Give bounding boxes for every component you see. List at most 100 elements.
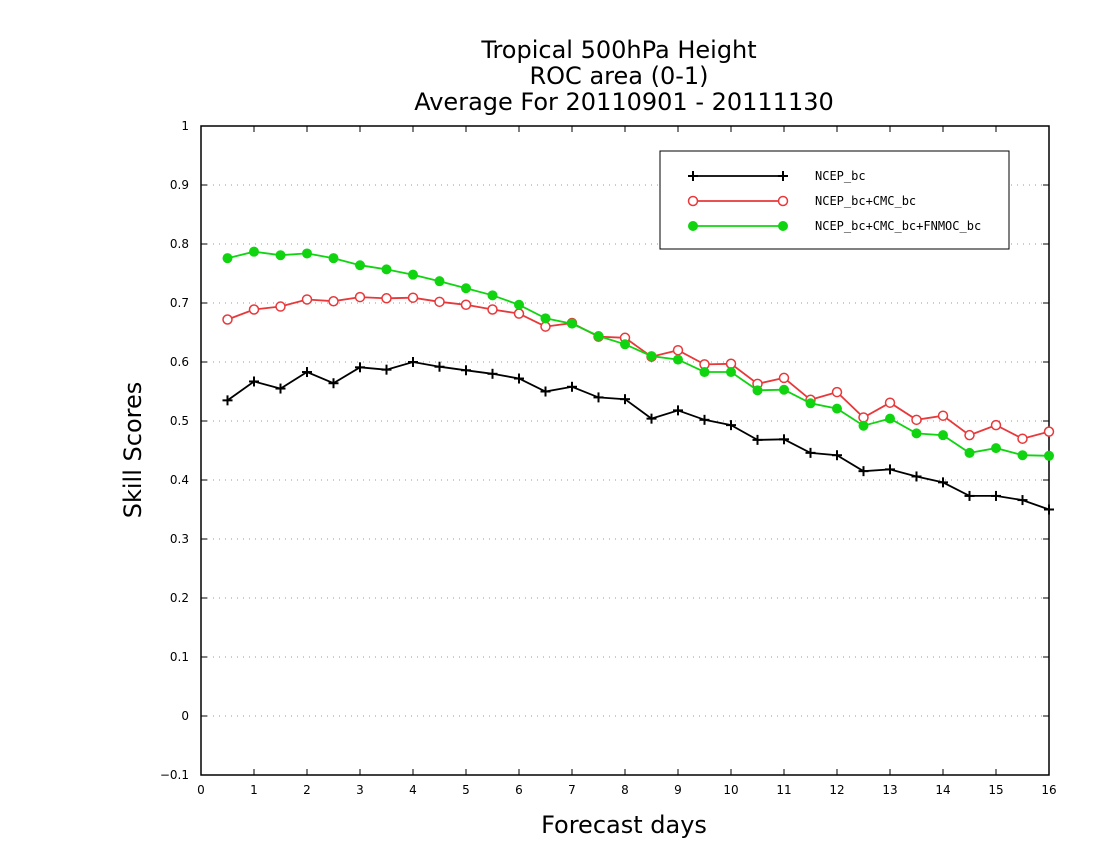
y-tick-label: 1: [181, 119, 189, 133]
data-point: [328, 378, 339, 389]
x-tick-label: 4: [409, 783, 417, 797]
data-point: [567, 318, 577, 329]
data-point: [832, 403, 842, 414]
data-point: [805, 398, 816, 409]
x-tick-label: 9: [674, 783, 682, 797]
data-point: [249, 246, 259, 257]
data-point: [964, 447, 975, 458]
data-point: [1017, 495, 1028, 506]
data-point: [222, 395, 233, 406]
data-point: [911, 471, 922, 482]
y-tick-label: 0.4: [170, 473, 189, 487]
legend-marker: [688, 171, 698, 181]
data-point: [355, 260, 365, 271]
data-point: [673, 354, 683, 365]
y-tick-label: −0.1: [160, 768, 189, 782]
series-3: [222, 246, 1054, 461]
data-point: [831, 386, 843, 398]
x-tick-label: 12: [829, 783, 844, 797]
legend-marker: [688, 221, 698, 231]
data-point: [222, 314, 233, 325]
x-tick-label: 7: [568, 783, 576, 797]
x-tick-label: 3: [356, 783, 364, 797]
x-tick-label: 16: [1041, 783, 1056, 797]
legend-marker: [778, 221, 788, 231]
y-tick-label: 0.6: [170, 355, 189, 369]
data-point: [408, 269, 418, 280]
data-point: [301, 294, 313, 305]
data-point: [858, 420, 869, 431]
series-2: [222, 291, 1055, 444]
series-line: [227, 296, 1050, 440]
data-point: [328, 253, 339, 264]
data-point: [514, 373, 524, 384]
data-point: [620, 394, 630, 405]
data-point: [779, 384, 789, 395]
data-point: [354, 291, 366, 303]
data-point: [646, 413, 657, 424]
data-point: [355, 362, 365, 373]
x-tick-label: 6: [515, 783, 523, 797]
data-point: [540, 321, 551, 332]
chart-title-line-2: ROC area (0-1): [529, 62, 708, 90]
series-layer: [222, 246, 1055, 515]
data-point: [726, 367, 736, 378]
y-tick-label: 0.2: [170, 591, 189, 605]
y-tick-label: 0.7: [170, 296, 189, 310]
data-point: [461, 283, 471, 294]
data-point: [567, 381, 577, 392]
series-1: [222, 357, 1054, 515]
data-point: [672, 344, 684, 356]
data-point: [540, 386, 551, 397]
data-point: [990, 419, 1002, 431]
data-point: [884, 397, 896, 408]
x-tick-label: 14: [935, 783, 950, 797]
data-point: [752, 385, 763, 396]
data-point: [778, 372, 790, 384]
y-tick-label: 0.3: [170, 532, 189, 546]
data-point: [911, 428, 922, 439]
axes: −0.100.10.20.30.40.50.60.70.80.910 1 2 3 4 5 6…: [160, 119, 1057, 797]
data-point: [514, 299, 524, 310]
x-tick-label: 13: [882, 783, 897, 797]
x-tick-label: 0: [197, 783, 205, 797]
data-point: [699, 367, 710, 378]
data-point: [1044, 450, 1054, 461]
y-axis-label: Skill Scores: [119, 382, 147, 519]
data-point: [248, 304, 260, 315]
legend-label: NCEP_bc+CMC_bc: [815, 194, 916, 208]
data-point: [434, 296, 445, 308]
chart-title-line-1: Tropical 500hPa Height: [480, 36, 756, 64]
data-point: [805, 447, 816, 458]
data-point: [540, 313, 551, 324]
data-point: [460, 299, 472, 311]
x-tick-label: 11: [776, 783, 791, 797]
data-point: [1017, 450, 1028, 461]
data-point: [513, 308, 525, 319]
data-point: [699, 414, 710, 425]
data-point: [991, 443, 1001, 454]
data-point: [487, 368, 498, 379]
legend-marker: [778, 171, 788, 181]
x-tick-label: 10: [723, 783, 738, 797]
plot-frame: [200, 125, 1050, 776]
data-point: [726, 420, 736, 431]
legend: NCEP_bc NCEP_bc+CMC_bc NCEP_bc+CMC_bc+FNMO…: [659, 150, 1010, 250]
y-tick-label: 0: [181, 709, 189, 723]
data-point: [275, 301, 286, 312]
data-point: [752, 434, 763, 445]
y-tick-label: 0.1: [170, 650, 189, 664]
legend-entry: NCEP_bc+CMC_bc+FNMOC_bc: [688, 219, 981, 233]
data-point: [381, 364, 392, 375]
y-tick-label: 0.5: [170, 414, 189, 428]
data-point: [938, 430, 948, 441]
data-point: [938, 477, 948, 488]
data-point: [487, 304, 498, 315]
data-point: [302, 248, 312, 259]
data-point: [1043, 426, 1055, 437]
legend-label: NCEP_bc+CMC_bc+FNMOC_bc: [815, 219, 981, 233]
data-point: [937, 410, 949, 421]
data-point: [858, 466, 869, 477]
data-point: [407, 292, 419, 303]
